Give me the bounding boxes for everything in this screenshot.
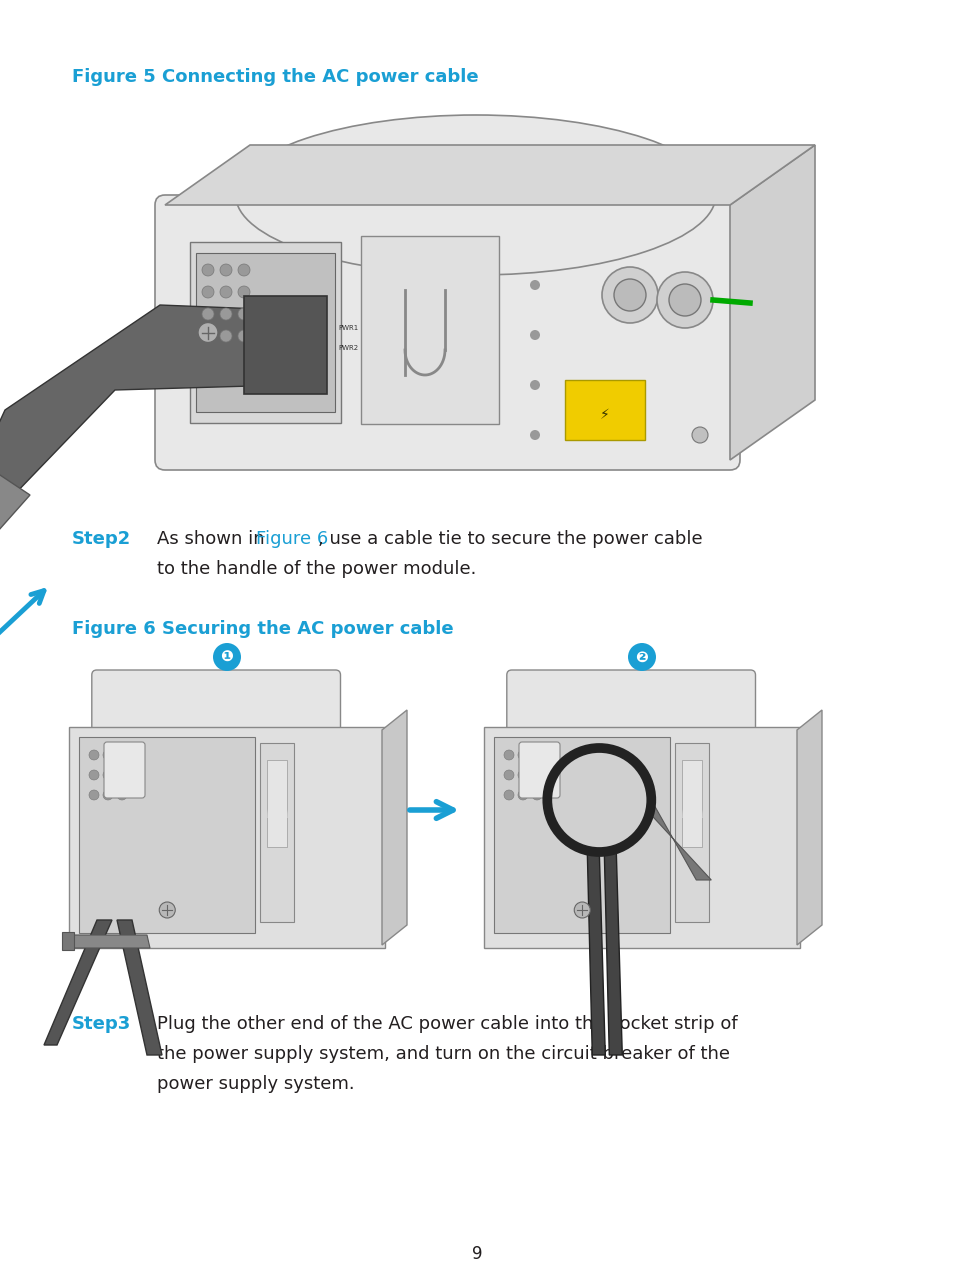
Circle shape xyxy=(220,265,232,276)
Circle shape xyxy=(530,380,539,391)
Circle shape xyxy=(530,430,539,440)
Text: Figure 6: Figure 6 xyxy=(255,530,328,548)
FancyBboxPatch shape xyxy=(360,237,498,424)
FancyBboxPatch shape xyxy=(104,742,145,798)
Circle shape xyxy=(668,284,700,315)
Circle shape xyxy=(220,329,232,342)
Text: PWR2: PWR2 xyxy=(337,345,357,351)
Circle shape xyxy=(530,329,539,340)
Text: Figure 6 Securing the AC power cable: Figure 6 Securing the AC power cable xyxy=(71,619,453,639)
Circle shape xyxy=(89,750,99,759)
Circle shape xyxy=(517,770,527,780)
Circle shape xyxy=(530,280,539,290)
Polygon shape xyxy=(381,710,407,945)
FancyBboxPatch shape xyxy=(506,670,755,735)
Circle shape xyxy=(198,323,218,342)
Text: Plug the other end of the AC power cable into the socket strip of: Plug the other end of the AC power cable… xyxy=(157,1015,737,1033)
Text: Step2: Step2 xyxy=(71,530,132,548)
Polygon shape xyxy=(0,474,30,541)
Polygon shape xyxy=(587,852,604,1054)
Circle shape xyxy=(103,750,112,759)
Polygon shape xyxy=(117,920,162,1054)
Circle shape xyxy=(237,265,250,276)
Circle shape xyxy=(213,644,241,672)
Circle shape xyxy=(517,750,527,759)
Circle shape xyxy=(117,770,127,780)
Text: Step3: Step3 xyxy=(71,1015,132,1033)
Circle shape xyxy=(657,272,712,328)
Circle shape xyxy=(532,750,541,759)
Bar xyxy=(681,759,701,847)
Text: ❶: ❶ xyxy=(220,650,233,664)
Circle shape xyxy=(202,286,213,298)
Circle shape xyxy=(103,790,112,800)
FancyBboxPatch shape xyxy=(190,242,340,424)
Circle shape xyxy=(237,286,250,298)
Bar xyxy=(235,380,715,460)
FancyBboxPatch shape xyxy=(69,728,385,948)
Polygon shape xyxy=(71,935,150,948)
Circle shape xyxy=(532,790,541,800)
Circle shape xyxy=(117,790,127,800)
Circle shape xyxy=(220,308,232,321)
Circle shape xyxy=(89,790,99,800)
FancyBboxPatch shape xyxy=(91,670,340,735)
Circle shape xyxy=(691,427,707,443)
Ellipse shape xyxy=(235,114,715,275)
Bar xyxy=(267,759,287,847)
Circle shape xyxy=(503,750,514,759)
Circle shape xyxy=(202,308,213,321)
FancyBboxPatch shape xyxy=(483,728,800,948)
Circle shape xyxy=(202,329,213,342)
Polygon shape xyxy=(44,920,112,1046)
Circle shape xyxy=(237,308,250,321)
Text: PWR1: PWR1 xyxy=(337,326,358,331)
Circle shape xyxy=(614,279,645,310)
Text: 9: 9 xyxy=(471,1245,482,1263)
Polygon shape xyxy=(165,145,814,205)
Circle shape xyxy=(103,770,112,780)
Circle shape xyxy=(202,265,213,276)
Polygon shape xyxy=(0,305,285,541)
FancyBboxPatch shape xyxy=(195,253,335,412)
Text: , use a cable tie to secure the power cable: , use a cable tie to secure the power ca… xyxy=(317,530,702,548)
FancyBboxPatch shape xyxy=(244,296,327,394)
Text: the power supply system, and turn on the circuit breaker of the: the power supply system, and turn on the… xyxy=(157,1046,729,1063)
FancyBboxPatch shape xyxy=(675,743,709,922)
Circle shape xyxy=(517,790,527,800)
Circle shape xyxy=(532,770,541,780)
Polygon shape xyxy=(651,800,711,880)
Circle shape xyxy=(237,329,250,342)
Text: to the handle of the power module.: to the handle of the power module. xyxy=(157,560,476,577)
Text: ❷: ❷ xyxy=(635,650,648,664)
Text: Figure 5 Connecting the AC power cable: Figure 5 Connecting the AC power cable xyxy=(71,67,478,86)
FancyBboxPatch shape xyxy=(79,736,255,932)
Circle shape xyxy=(220,286,232,298)
Polygon shape xyxy=(796,710,821,945)
Bar xyxy=(564,380,644,440)
Circle shape xyxy=(503,790,514,800)
Circle shape xyxy=(89,770,99,780)
Text: power supply system.: power supply system. xyxy=(157,1075,355,1093)
Polygon shape xyxy=(603,852,621,1054)
Circle shape xyxy=(574,902,590,918)
Polygon shape xyxy=(729,145,814,460)
FancyBboxPatch shape xyxy=(154,195,740,469)
FancyBboxPatch shape xyxy=(260,743,294,922)
Circle shape xyxy=(601,267,658,323)
FancyBboxPatch shape xyxy=(494,736,670,932)
FancyBboxPatch shape xyxy=(518,742,559,798)
Text: ⚡: ⚡ xyxy=(599,408,609,422)
Circle shape xyxy=(117,750,127,759)
Circle shape xyxy=(159,902,175,918)
Circle shape xyxy=(503,770,514,780)
Text: As shown in: As shown in xyxy=(157,530,270,548)
Bar xyxy=(62,932,74,950)
Circle shape xyxy=(627,644,656,672)
